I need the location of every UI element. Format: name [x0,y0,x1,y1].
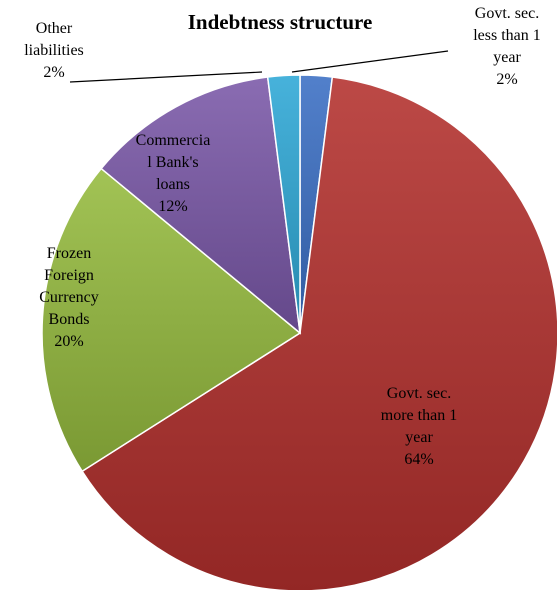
slice-label-line: Govt. sec. [387,385,451,402]
leader-lines [69,50,449,83]
slice-label-line: Frozen [47,245,91,262]
slice-label-line: 20% [54,333,83,350]
pie-slice-5 [266,74,301,334]
slice-label-line: year [493,49,521,66]
slice-label-line: 64% [404,451,433,468]
slice-label-4: Commercia l Bank's loans 12% [136,132,211,215]
slice-label-line: loans [156,176,190,193]
slice-label-1: Govt. sec. less than 1 year 2% [473,5,541,88]
slice-label-2: Govt. sec. more than 1 year 64% [381,385,457,468]
slice-label-3: Frozen Foreign Currency Bonds 20% [39,245,99,350]
slice-label-line: l Bank's [147,154,198,171]
slice-label-line: liabilities [24,42,84,59]
slice-label-line: 2% [43,64,64,81]
slice-label-line: less than 1 [473,27,541,44]
slice-label-5: Other liabilities 2% [24,20,84,81]
pie-slice-4 [100,76,301,335]
slice-label-line: Govt. sec. [475,5,539,22]
slice-label-line: Bonds [49,311,90,328]
slice-label-line: Foreign [44,267,94,284]
slice-label-line: 12% [158,198,187,215]
leader-line-1 [291,50,449,73]
slices-layer [41,74,557,592]
slice-label-line: Other [36,20,73,37]
chart-title: Indebtness structure [188,10,373,34]
slice-label-line: year [405,429,433,446]
pie-slice-2 [81,76,557,592]
slice-labels: Govt. sec. less than 1 year 2% Govt. sec. mor… [24,5,541,468]
leader-line-5 [69,71,263,83]
slice-label-line: Commercia [136,132,211,149]
slice-label-line: more than 1 [381,407,457,424]
slice-label-line: Currency [39,289,99,306]
pie-slice-3 [41,167,302,473]
slice-label-line: 2% [496,71,517,88]
